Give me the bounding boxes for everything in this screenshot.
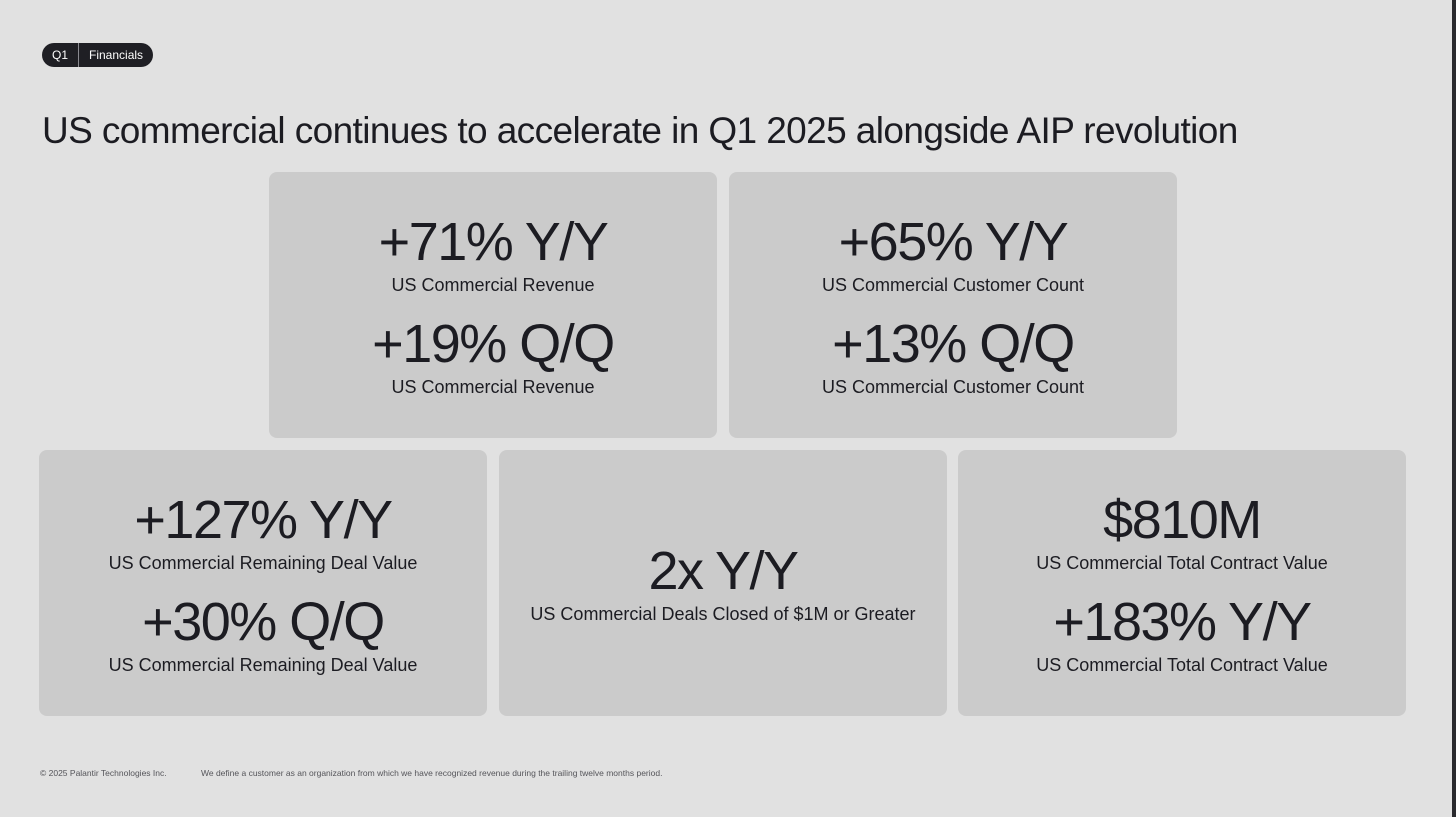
metric-value: +71% Y/Y [378, 212, 609, 272]
metric-label: US Commercial Total Contract Value [1036, 553, 1328, 573]
metric: 2x Y/Y US Commercial Deals Closed of $1M… [530, 541, 915, 625]
metric: +127% Y/Y US Commercial Remaining Deal V… [109, 490, 418, 574]
card-us-commercial-deals-closed: 2x Y/Y US Commercial Deals Closed of $1M… [499, 450, 947, 716]
right-edge-bar [1452, 0, 1456, 817]
metric-value: +183% Y/Y [1053, 592, 1312, 652]
card-us-commercial-revenue: +71% Y/Y US Commercial Revenue +19% Q/Q … [269, 172, 717, 438]
metric-label: US Commercial Customer Count [821, 377, 1085, 397]
card-us-commercial-total-contract-value: $810M US Commercial Total Contract Value… [958, 450, 1406, 716]
section-badge: Q1 Financials [42, 43, 154, 67]
metric: +13% Q/Q US Commercial Customer Count [822, 314, 1084, 398]
footer-note: We define a customer as an organization … [201, 768, 663, 778]
metric: $810M US Commercial Total Contract Value [1036, 490, 1327, 574]
metric-label: US Commercial Revenue [391, 377, 595, 397]
metric-value: $810M [1103, 490, 1262, 550]
metric: +71% Y/Y US Commercial Revenue [378, 212, 609, 296]
badge-divider [78, 43, 80, 67]
metric-label: US Commercial Customer Count [821, 275, 1085, 295]
metric: +65% Y/Y US Commercial Customer Count [822, 212, 1084, 296]
metric-value: +65% Y/Y [838, 212, 1069, 272]
metric-label: US Commercial Deals Closed of $1M or Gre… [530, 604, 916, 624]
metric: +30% Q/Q US Commercial Remaining Deal Va… [109, 592, 418, 676]
metric-value: +19% Q/Q [372, 314, 615, 374]
card-us-commercial-customer-count: +65% Y/Y US Commercial Customer Count +1… [729, 172, 1177, 438]
metric-value: 2x Y/Y [648, 541, 799, 601]
badge-section: Financials [89, 48, 144, 62]
metric: +19% Q/Q US Commercial Revenue [372, 314, 615, 398]
metric-value: +127% Y/Y [134, 490, 393, 550]
metric-value: +13% Q/Q [832, 314, 1075, 374]
metric-label: US Commercial Remaining Deal Value [108, 655, 418, 675]
badge-quarter: Q1 [52, 48, 69, 62]
metric-label: US Commercial Remaining Deal Value [108, 553, 418, 573]
page-title: US commercial continues to accelerate in… [42, 110, 1238, 151]
footer-copyright: © 2025 Palantir Technologies Inc. [40, 768, 167, 778]
card-us-commercial-remaining-deal-value: +127% Y/Y US Commercial Remaining Deal V… [39, 450, 487, 716]
metric-value: +30% Q/Q [142, 592, 385, 652]
metric-label: US Commercial Revenue [391, 275, 595, 295]
metric: +183% Y/Y US Commercial Total Contract V… [1036, 592, 1327, 676]
metric-label: US Commercial Total Contract Value [1036, 655, 1328, 675]
